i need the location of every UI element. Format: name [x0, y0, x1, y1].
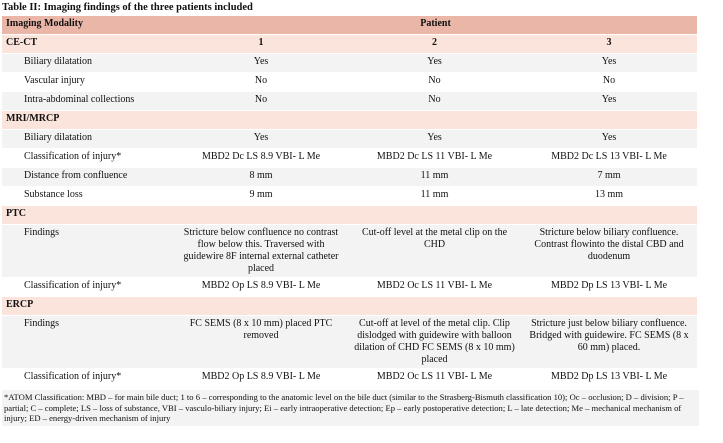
row-label: Classification of injury* — [2, 368, 174, 388]
cell: No — [174, 91, 348, 111]
cell: MBD2 Oc LS 11 VBI- L Me — [348, 368, 521, 388]
data-row: Intra-abdominal collections No No Yes — [2, 91, 698, 111]
data-row: Vascular injury No No No — [2, 72, 698, 92]
row-label: Classification of injury* — [2, 148, 174, 168]
data-row: Classification of injury* MBD2 Op LS 8.9 … — [2, 368, 698, 388]
cell: Stricture below confluence no contrast f… — [174, 224, 348, 278]
cell: No — [521, 72, 698, 92]
cell: MBD2 Op LS 8.9 VBI- L Me — [174, 368, 348, 388]
cell: Yes — [174, 129, 348, 149]
header-row: Imaging Modality Patient — [2, 16, 698, 35]
cell: Yes — [174, 53, 348, 73]
data-row: Findings FC SEMS (8 x 10 mm) placed PTC r… — [2, 315, 698, 369]
cell: MBD2 Op LS 8.9 VBI- L Me — [174, 277, 348, 297]
row-label: Vascular injury — [2, 72, 174, 92]
cell: 8 mm — [174, 167, 348, 187]
section-row: MRI/MRCP — [2, 110, 698, 130]
cell: Yes — [521, 129, 698, 149]
section-cell: 2 — [348, 34, 521, 54]
cell: MBD2 Dc LS 8.9 VBI- L Me — [174, 148, 348, 168]
row-label: Biliary dilatation — [2, 53, 174, 73]
cell: No — [174, 72, 348, 92]
section-name: PTC — [2, 205, 174, 225]
cell: Stricture just below biliary confluence.… — [521, 315, 698, 369]
data-row: Distance from confluence 8 mm 11 mm 7 mm — [2, 167, 698, 187]
section-cell — [348, 205, 521, 225]
cell: MBD2 Dp LS 13 VBI- L Me — [521, 368, 698, 388]
data-row: Findings Stricture below confluence no co… — [2, 224, 698, 278]
section-row: CE-CT 1 2 3 — [2, 34, 698, 54]
table-body: Imaging Modality Patient CE-CT 1 2 3 Biliary… — [2, 16, 698, 388]
cell: 9 mm — [174, 186, 348, 206]
cell: MBD2 Dp LS 13 VBI- L Me — [521, 277, 698, 297]
footnote: *ATOM Classification: MBD – for main bil… — [2, 390, 699, 426]
row-label: Substance loss — [2, 186, 174, 206]
section-cell: 1 — [174, 34, 348, 54]
cell: Yes — [348, 53, 521, 73]
cell: 11 mm — [348, 186, 521, 206]
cell: No — [348, 72, 521, 92]
section-row: PTC — [2, 205, 698, 225]
section-cell — [521, 296, 698, 316]
section-cell — [348, 110, 521, 130]
header-cell: Patient — [174, 16, 698, 35]
cell: Cut-off level at the metal clip on the C… — [348, 224, 521, 278]
section-cell — [521, 110, 698, 130]
section-cell — [348, 296, 521, 316]
cell: MBD2 Oc LS 11 VBI- L Me — [348, 277, 521, 297]
row-label: Classification of injury* — [2, 277, 174, 297]
row-label: Findings — [2, 315, 174, 369]
cell: Yes — [348, 129, 521, 149]
section-row: ERCP — [2, 296, 698, 316]
row-label: Findings — [2, 224, 174, 278]
data-row: Classification of injury* MBD2 Dc LS 8.9 … — [2, 148, 698, 168]
cell: Stricture below biliary confluence. Cont… — [521, 224, 698, 278]
cell: Cut-off at level of the metal clip. Clip… — [348, 315, 521, 369]
section-cell — [174, 110, 348, 130]
section-cell — [174, 205, 348, 225]
cell: MBD2 Dc LS 11 VBI- L Me — [348, 148, 521, 168]
row-label: Distance from confluence — [2, 167, 174, 187]
section-cell: 3 — [521, 34, 698, 54]
cell: 7 mm — [521, 167, 698, 187]
cell: Yes — [521, 53, 698, 73]
section-cell — [521, 205, 698, 225]
findings-table: Imaging Modality Patient CE-CT 1 2 3 Biliary… — [2, 16, 698, 388]
cell: MBD2 Dc LS 13 VBI- L Me — [521, 148, 698, 168]
cell: Yes — [521, 91, 698, 111]
row-label: Biliary dilatation — [2, 129, 174, 149]
cell: FC SEMS (8 x 10 mm) placed PTC removed — [174, 315, 348, 369]
row-label: Intra-abdominal collections — [2, 91, 174, 111]
section-name: MRI/MRCP — [2, 110, 174, 130]
table-title: Table II: Imaging findings of the three … — [2, 2, 253, 13]
section-cell — [174, 296, 348, 316]
data-row: Substance loss 9 mm 11 mm 13 mm — [2, 186, 698, 206]
section-name: CE-CT — [2, 34, 174, 54]
header-cell: Imaging Modality — [2, 16, 174, 35]
document: Table II: Imaging findings of the three … — [2, 2, 699, 426]
section-name: ERCP — [2, 296, 174, 316]
data-row: Biliary dilatation Yes Yes Yes — [2, 53, 698, 73]
cell: 11 mm — [348, 167, 521, 187]
cell: 13 mm — [521, 186, 698, 206]
cell: No — [348, 91, 521, 111]
data-row: Biliary dilatation Yes Yes Yes — [2, 129, 698, 149]
data-row: Classification of injury* MBD2 Op LS 8.9 … — [2, 277, 698, 297]
